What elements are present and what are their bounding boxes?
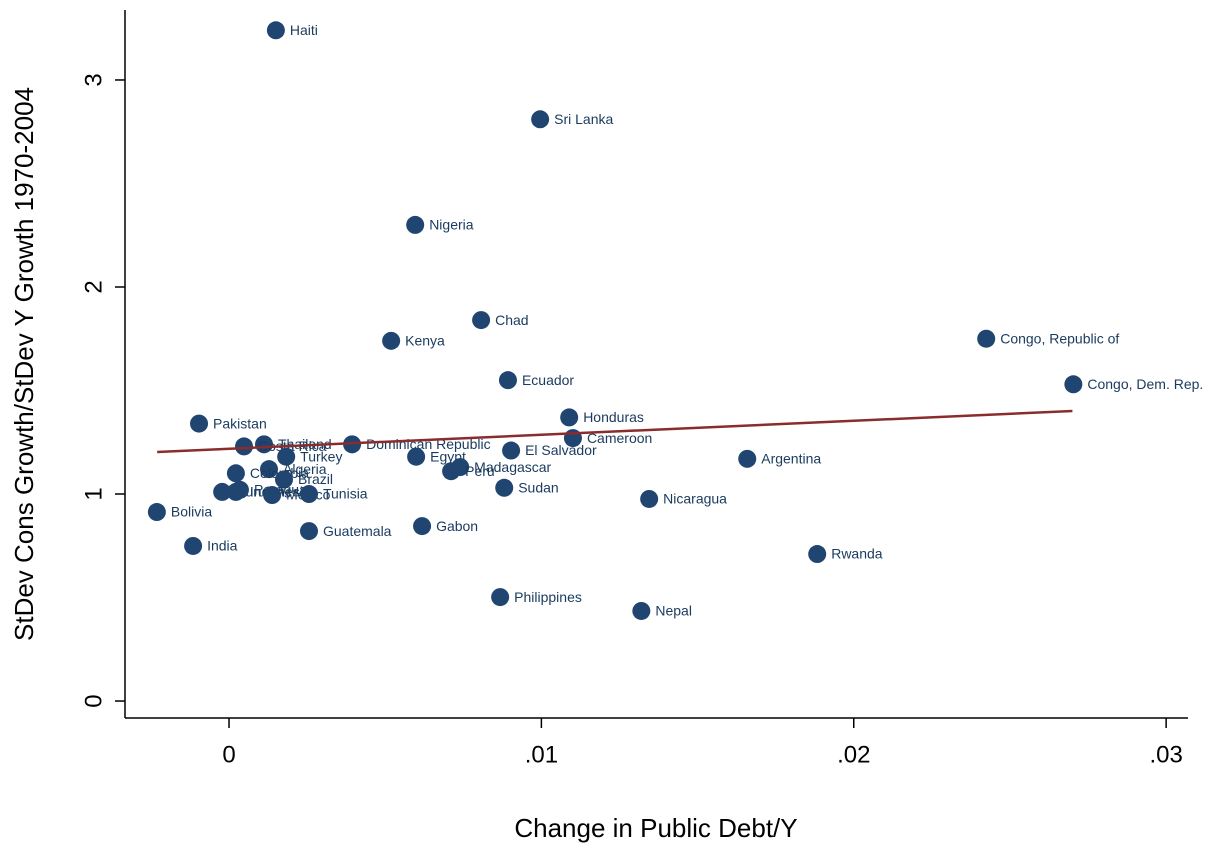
point-label: Tunisia [323, 486, 368, 502]
point [407, 447, 426, 466]
point [260, 460, 279, 479]
point-label: Guatemala [323, 523, 392, 539]
point [299, 485, 318, 504]
y-axis-title: StDev Cons Growth/StDev Y Growth 1970-20… [9, 87, 39, 641]
point [560, 408, 579, 427]
x-tick-label: .03 [1149, 741, 1182, 768]
point-label: Haiti [290, 22, 318, 38]
point [491, 588, 510, 607]
point-label: Gabon [436, 518, 478, 534]
point-label: Bolivia [171, 504, 212, 520]
point [213, 482, 232, 501]
point [235, 437, 254, 456]
point-label: Ecuador [522, 372, 574, 388]
point [1064, 375, 1083, 394]
point-label: Turkey [300, 448, 342, 464]
point [472, 311, 491, 330]
point [147, 503, 166, 522]
x-tick-label: 0 [222, 741, 235, 768]
point-label: Pakistan [213, 415, 267, 431]
point-label: Chad [495, 312, 528, 328]
point-label: Rwanda [831, 546, 883, 562]
point-label: Brazil [298, 471, 333, 487]
point-label: Peru [465, 463, 495, 479]
point-label: Argentina [761, 451, 821, 467]
point-label: Kenya [405, 333, 445, 349]
point [226, 464, 245, 483]
point [263, 486, 282, 505]
point [230, 480, 249, 499]
point-label: Sri Lanka [554, 111, 613, 127]
fit-line [157, 409, 1073, 454]
point-label: Nigeria [429, 217, 474, 233]
y-tick-label: 1 [80, 487, 107, 500]
y-tick-label: 3 [80, 73, 107, 86]
point [632, 601, 651, 620]
point-label: India [207, 538, 238, 554]
point [977, 329, 996, 348]
point [266, 21, 285, 40]
point [299, 522, 318, 541]
point [531, 110, 550, 129]
point [640, 489, 659, 508]
point [442, 462, 461, 481]
point-label: Honduras [583, 409, 644, 425]
y-tick-label: 0 [80, 694, 107, 707]
point [495, 478, 514, 497]
point [184, 536, 203, 555]
point [255, 435, 274, 454]
point [190, 414, 209, 433]
y-tick-label: 2 [80, 280, 107, 293]
x-tick-label: .02 [837, 741, 870, 768]
point-label: El Salvador [525, 442, 597, 458]
point-label: Philippines [514, 589, 582, 605]
point [502, 441, 521, 460]
point-label: Thailand [278, 436, 332, 452]
point [738, 449, 757, 468]
point [808, 545, 827, 564]
x-axis-title: Change in Public Debt/Y [514, 813, 797, 843]
point [413, 517, 432, 536]
x-tick-label: .01 [525, 741, 558, 768]
point-label: Nicaragua [663, 491, 727, 507]
point-label: Congo, Dem. Rep. [1087, 376, 1203, 392]
point-label: Algeria [283, 461, 327, 477]
point-label: Congo, Republic of [1000, 330, 1119, 346]
point-label: Nepal [655, 603, 692, 619]
point [274, 470, 293, 489]
point-label: Madagascar [474, 459, 551, 475]
point [382, 331, 401, 350]
point [277, 447, 296, 466]
point-label: Cameroon [587, 430, 652, 446]
point [498, 371, 517, 390]
point-label: Sudan [518, 479, 558, 495]
point [406, 215, 425, 234]
